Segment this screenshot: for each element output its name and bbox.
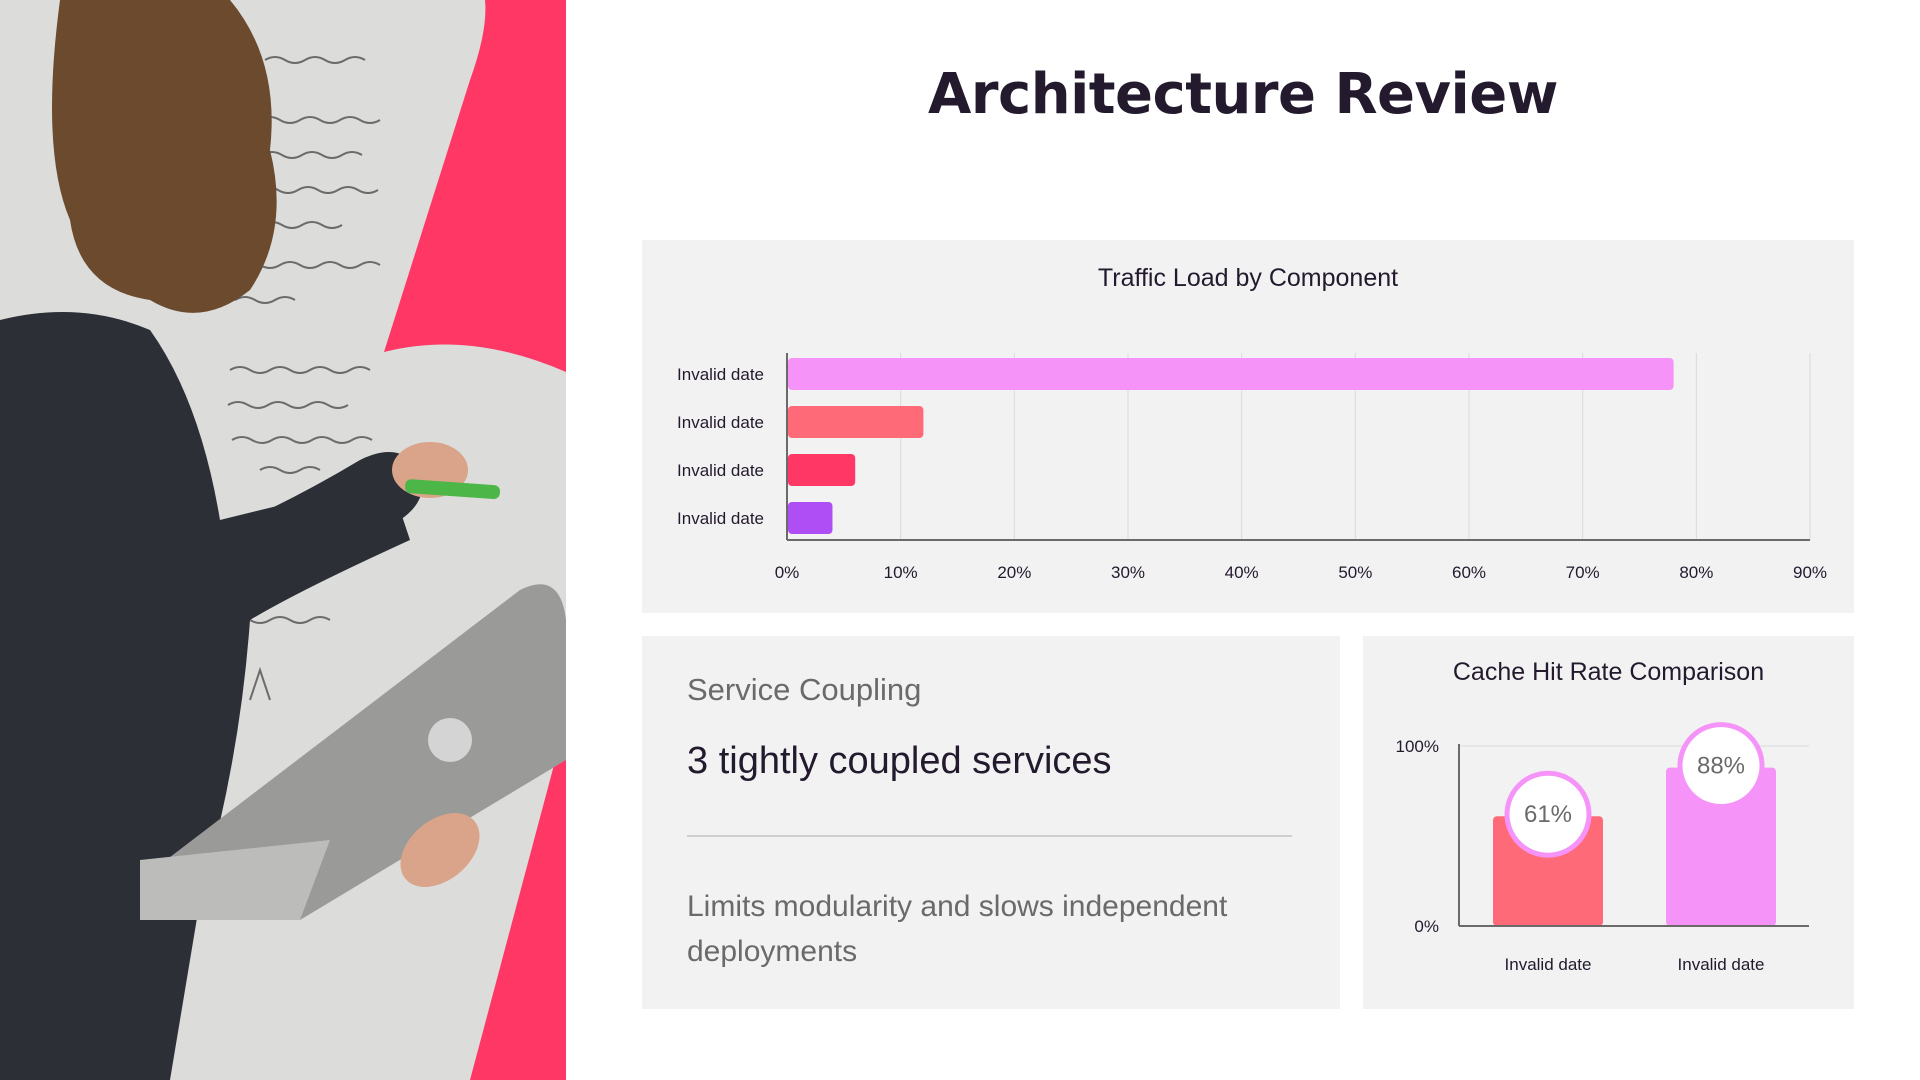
data-label: 88% — [1697, 753, 1745, 780]
x-tick-label: 10% — [884, 563, 918, 582]
bar — [788, 454, 856, 486]
x-tick-label: 30% — [1111, 563, 1145, 582]
x-tick-label: Invalid date — [1505, 955, 1592, 974]
x-tick-label: 70% — [1566, 563, 1600, 582]
service-coupling-card: Service Coupling 3 tightly coupled servi… — [642, 636, 1340, 1009]
y-tick-label: Invalid date — [677, 509, 764, 528]
data-label-bubble — [1677, 722, 1765, 810]
hero-image-panel — [0, 0, 566, 1080]
hero-illustration — [0, 0, 566, 1080]
x-tick-label: 90% — [1793, 563, 1827, 582]
y-tick-label: Invalid date — [677, 365, 764, 384]
x-tick-label: 60% — [1452, 563, 1486, 582]
info-divider — [687, 835, 1292, 837]
y-tick-label: Invalid date — [677, 413, 764, 432]
data-label: 61% — [1524, 801, 1572, 828]
x-tick-label: 80% — [1679, 563, 1713, 582]
info-label: Service Coupling — [687, 672, 922, 707]
whiteboard-writing — [227, 56, 381, 764]
column-bar — [1666, 767, 1776, 926]
y-tick-label: Invalid date — [677, 461, 764, 480]
x-tick-label: 50% — [1338, 563, 1372, 582]
traffic-load-chart-title: Traffic Load by Component — [1097, 264, 1399, 292]
x-tick-label: Invalid date — [1678, 955, 1765, 974]
cache-hit-chart-title: Cache Hit Rate Comparison — [1452, 658, 1765, 686]
traffic-load-chart: 0% 10% 20% 30% 40% 50% 60% 70% 80% 90% Invalid dat… — [677, 353, 1827, 582]
bar — [788, 502, 833, 534]
bar — [788, 358, 1674, 390]
laptop-shape — [140, 584, 566, 920]
y-tick-label: 0% — [1414, 917, 1439, 936]
marker-shape — [405, 479, 500, 500]
cache-hit-chart: 100% 0% 61% Invalid date 88% Invalid date — [1396, 722, 1809, 974]
page-title: Architecture Review — [928, 62, 1558, 127]
y-tick-label: 100% — [1396, 737, 1439, 756]
bar — [788, 406, 924, 438]
x-tick-label: 40% — [1225, 563, 1259, 582]
x-tick-label: 20% — [997, 563, 1031, 582]
hair-shape — [52, 0, 277, 313]
data-label-bubble — [1504, 770, 1592, 858]
x-tick-label: 0% — [775, 563, 800, 582]
traffic-load-chart-card: Traffic Load by Component 0% 10% 20% 30% 40%… — [642, 240, 1854, 613]
apple-logo-shape — [428, 718, 472, 762]
cache-hit-chart-card: Cache Hit Rate Comparison 100% 0% 61% Inval… — [1363, 636, 1854, 1009]
info-description: Limits modularity and slows independent … — [687, 890, 1228, 968]
info-value: 3 tightly coupled services — [687, 740, 1112, 782]
